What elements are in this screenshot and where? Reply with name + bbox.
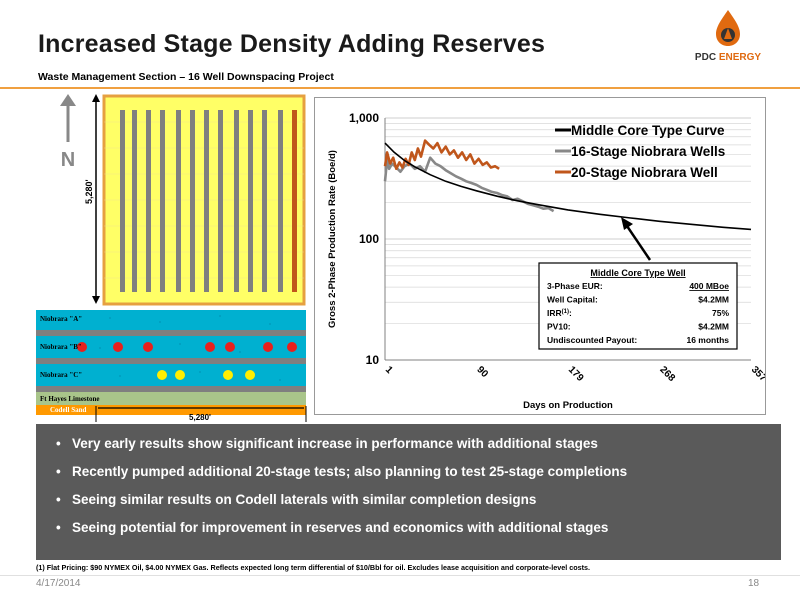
layer-label-codell: Codell Sand: [50, 406, 86, 414]
well-lateral: [218, 110, 223, 292]
page-title: Increased Stage Density Adding Reserves: [38, 30, 546, 58]
horizontal-dimension: 5,280': [95, 406, 307, 422]
vertical-dimension: 5,280': [84, 94, 100, 304]
well-lateral: [132, 110, 137, 292]
well-lateral: [292, 110, 297, 292]
layer-label-niobrara-c: Niobrara "C": [40, 371, 82, 379]
slide-date: 4/17/2014: [36, 578, 81, 589]
series-line: [384, 142, 752, 231]
bullet-item: Seeing potential for improvement in rese…: [56, 520, 781, 535]
x-tick-label: 268: [657, 364, 677, 384]
layer-label-niobrara-a: Niobrara "A": [40, 315, 82, 323]
well-lateral: [204, 110, 209, 292]
dimension-label-horizontal: 5,280': [189, 413, 211, 422]
callout-arrow: [621, 217, 652, 261]
type-well-row-label: Undiscounted Payout:: [547, 335, 637, 345]
x-tick-label: 179: [566, 364, 586, 384]
layer-label-ft-hayes: Ft Hayes Limestone: [40, 395, 100, 403]
x-tick-label: 357: [749, 364, 765, 384]
well-lateral: [190, 110, 195, 292]
well-lateral: [176, 110, 181, 292]
x-tick-label: 1: [383, 364, 395, 376]
type-well-row-label: 3-Phase EUR:: [547, 281, 603, 291]
well-lateral: [248, 110, 253, 292]
type-well-box: Middle Core Type Well 3-Phase EUR: 400 MBo…: [538, 262, 738, 350]
logo-text: PDC ENERGY: [694, 52, 762, 63]
legend-label: Middle Core Type Curve: [571, 123, 725, 138]
well-lateral: [160, 110, 165, 292]
page-subtitle: Waste Management Section – 16 Well Downs…: [38, 71, 334, 83]
well-lateral: [278, 110, 283, 292]
series-line: [383, 139, 500, 171]
page-number: 18: [748, 578, 760, 589]
type-well-row-value: $4.2MM: [698, 295, 729, 305]
pdc-energy-logo: PDC ENERGY: [688, 8, 768, 70]
type-well-row-value: 75%: [712, 308, 729, 318]
cross-section: Niobrara "A" Niobrara "B" Niobrara "C" F…: [36, 310, 306, 415]
bullet-item: Seeing similar results on Codell lateral…: [56, 492, 781, 507]
y-axis-label: Gross 2-Phase Production Rate (Boe/d): [327, 150, 338, 328]
footnote: (1) Flat Pricing: $90 NYMEX Oil, $4.00 N…: [36, 563, 591, 572]
well-lateral: [262, 110, 267, 292]
header-divider: [0, 87, 800, 89]
bullet-item: Recently pumped additional 20-stage test…: [56, 464, 781, 479]
y-tick-label: 100: [359, 232, 379, 246]
well-lateral: [234, 110, 239, 292]
type-well-row-value: 16 months: [686, 335, 729, 345]
y-tick-label: 10: [366, 353, 380, 367]
type-well-title: Middle Core Type Well: [590, 268, 685, 278]
chart-legend: Middle Core Type Curve 16-Stage Niobrara …: [555, 123, 725, 180]
north-label: N: [61, 149, 75, 171]
well-laterals: [120, 110, 297, 292]
well-lateral: [120, 110, 125, 292]
legend-label: 16-Stage Niobrara Wells: [571, 144, 725, 159]
type-well-row-label: PV10:: [547, 322, 571, 332]
y-tick-label: 1,000: [349, 111, 379, 125]
type-well-row-label: Well Capital:: [547, 295, 598, 305]
x-axis-label: Days on Production: [523, 400, 613, 411]
layer-label-niobrara-b: Niobrara "B": [40, 343, 82, 351]
x-tick-label: 90: [474, 364, 490, 380]
north-arrow-icon: [60, 94, 76, 142]
production-chart: 10 100 1,000 1 90 179 268 357 Days on Production…: [314, 97, 769, 415]
bullet-item: Very early results show significant incr…: [56, 436, 781, 451]
well-schematic: N 5,280': [0, 92, 310, 422]
dimension-label-vertical: 5,280': [84, 179, 94, 204]
footer-divider: [0, 575, 800, 576]
type-well-row-value: $4.2MM: [698, 322, 729, 332]
legend-label: 20-Stage Niobrara Well: [571, 165, 718, 180]
bullet-panel: Very early results show significant incr…: [36, 424, 781, 560]
type-well-row-value: 400 MBoe: [689, 281, 729, 291]
well-lateral: [146, 110, 151, 292]
type-well-row-label: IRR(1):: [547, 308, 572, 318]
